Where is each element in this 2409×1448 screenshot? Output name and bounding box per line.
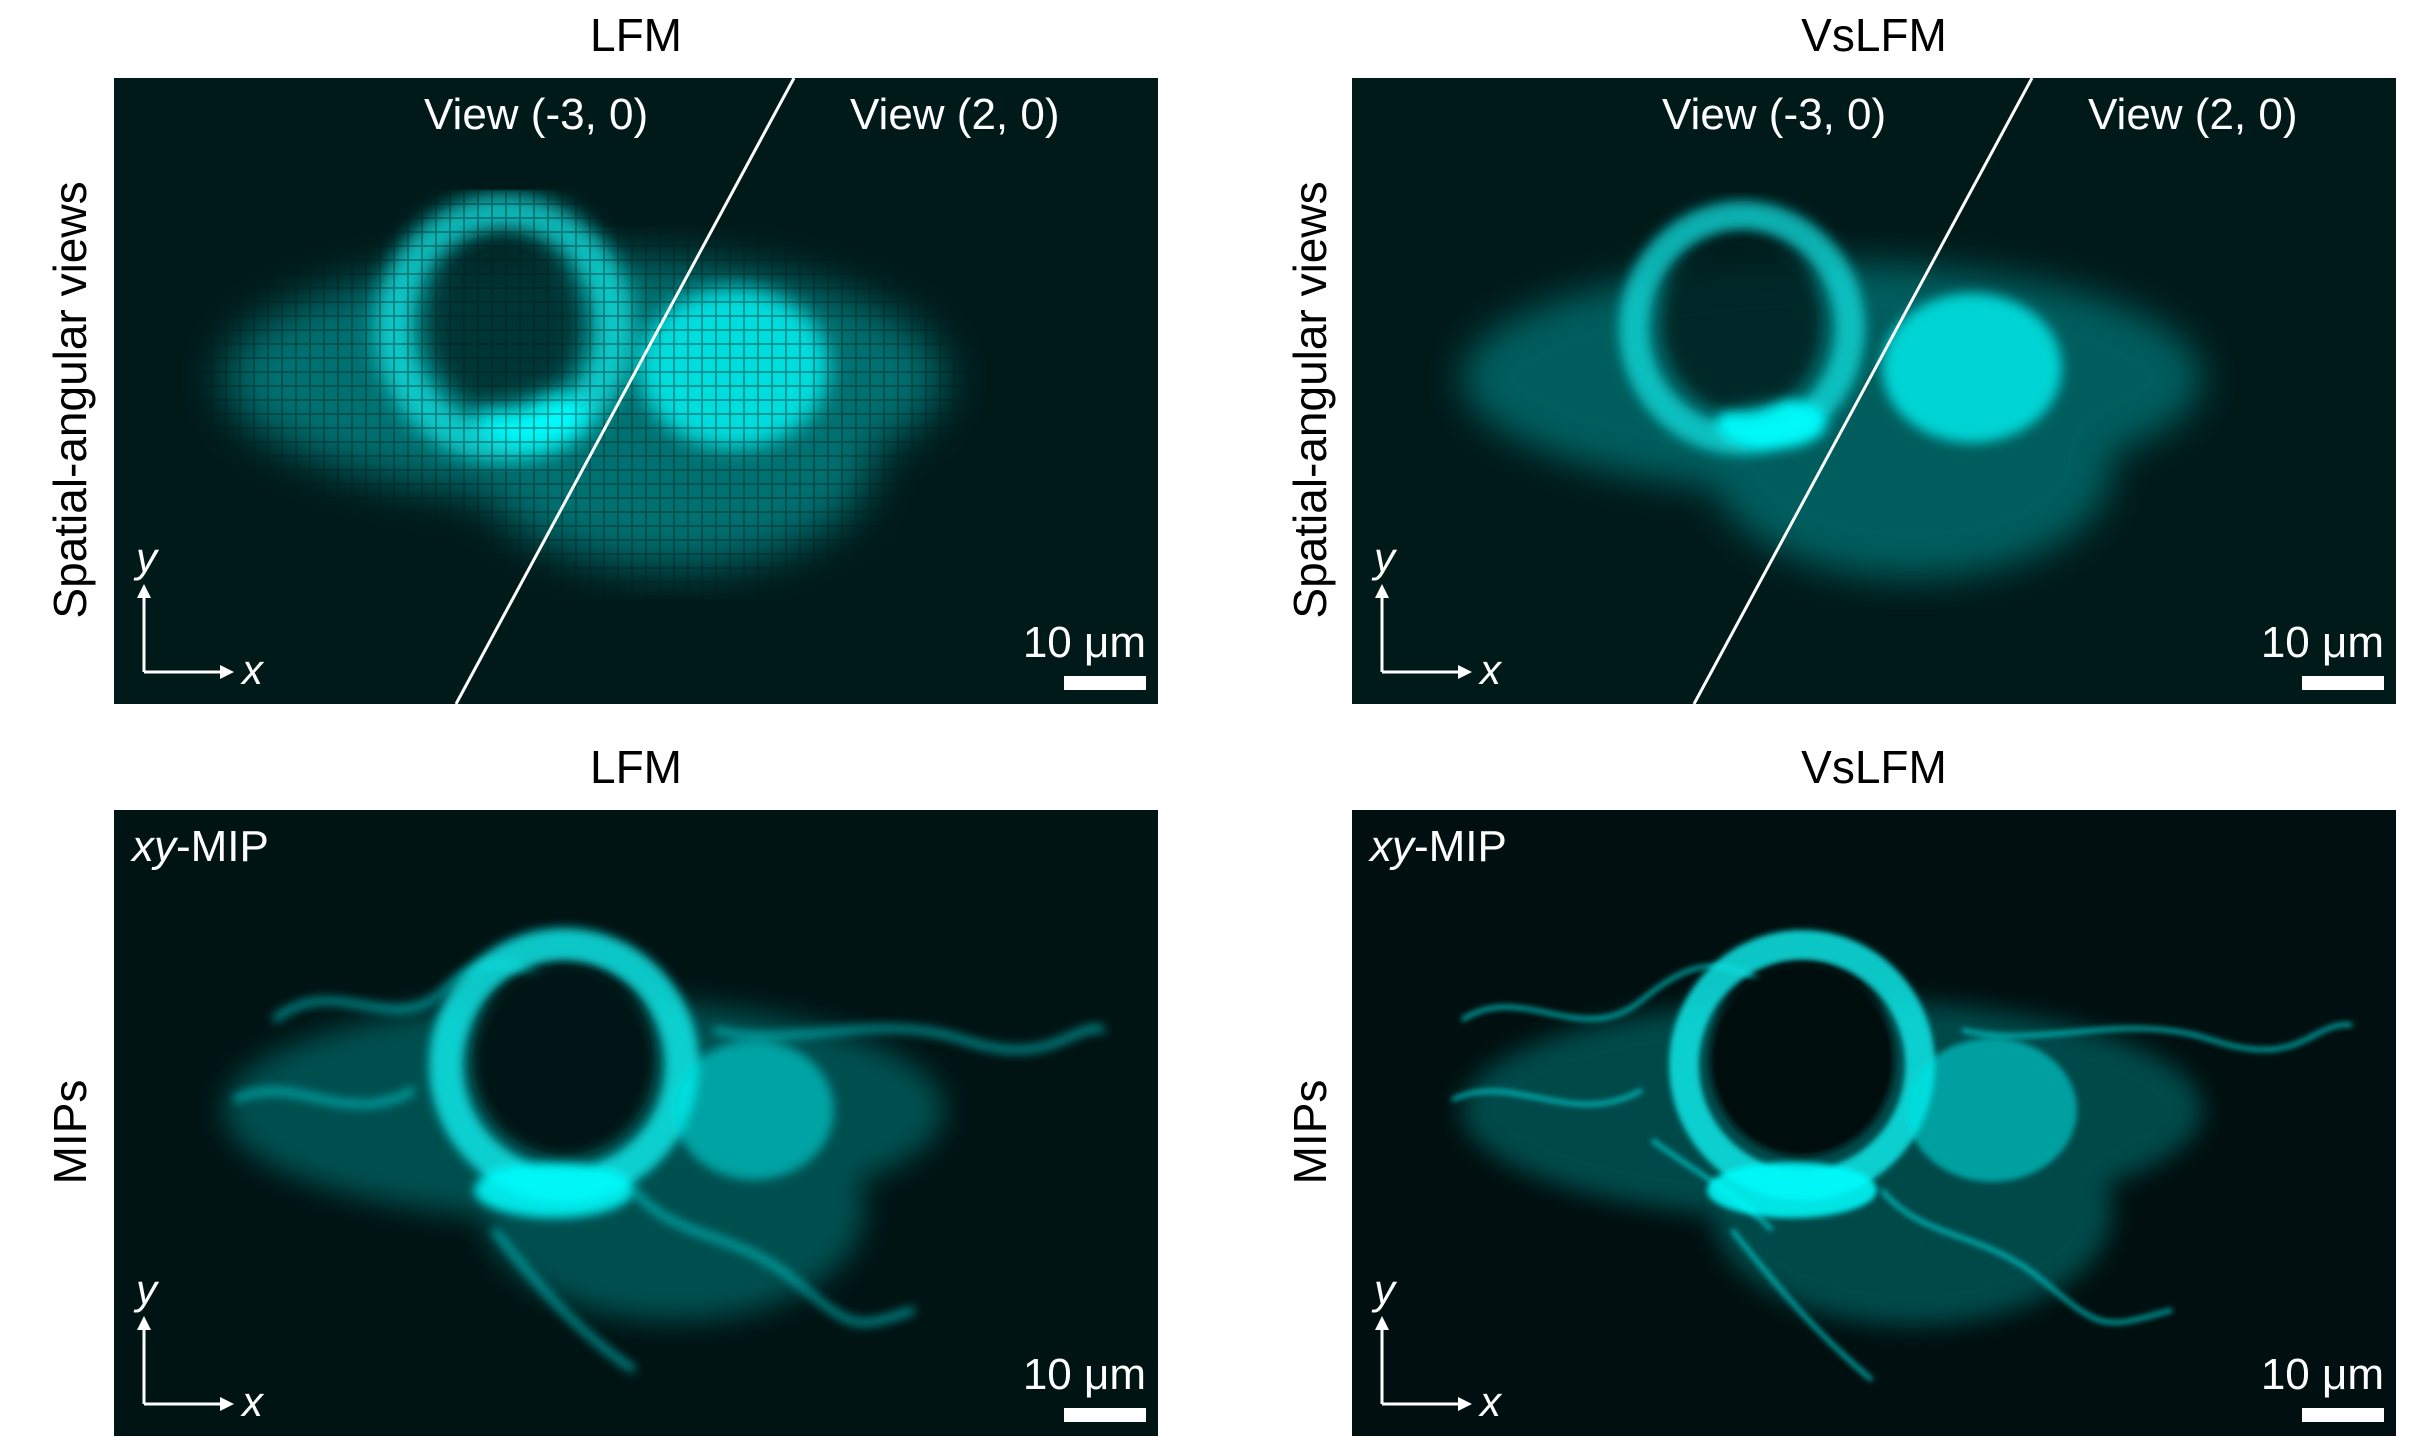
cell-image-vslfm-mip (1451, 930, 2353, 1382)
mip-label-italic: xy (1370, 822, 1414, 871)
scale-bar-line (2302, 676, 2384, 690)
row-label-spatial-angular-left: Spatial-angular views (44, 181, 96, 619)
axis-y-label: y (136, 534, 157, 581)
scale-bar-label: 10 μm (1022, 1350, 1146, 1399)
view-left-label: View (-3, 0) (1662, 90, 1887, 139)
axes-indicator: y x (1362, 534, 1512, 694)
scale-bar-label: 10 μm (2260, 1350, 2384, 1399)
axes-arrows-icon (137, 1316, 234, 1411)
scale-bar-line (1064, 676, 1146, 690)
mip-label-rest: -MIP (1414, 822, 1507, 871)
axes-indicator: y x (124, 1266, 274, 1426)
view-right-label: View (2, 0) (850, 90, 1060, 139)
axes-arrows-icon (1375, 584, 1472, 679)
panel-vslfm-views: View (-3, 0) View (2, 0) 10 μm y x (1352, 78, 2396, 704)
mip-label-rest: -MIP (176, 822, 269, 871)
axes-indicator: y x (1362, 1266, 1512, 1426)
axes-arrows-icon (137, 584, 234, 679)
scale-bar: 10 μm (2244, 618, 2384, 690)
axis-x-label: x (242, 646, 263, 693)
column-title-lfm-top: LFM (590, 9, 682, 61)
scale-bar: 10 μm (1006, 618, 1146, 690)
axis-y-label: y (1374, 1266, 1395, 1313)
panel-vslfm-mip: xy-MIP 10 μm y x (1352, 810, 2396, 1436)
column-title-vslfm-bottom: VsLFM (1801, 741, 1947, 793)
scale-bar: 10 μm (2244, 1350, 2384, 1422)
view-left-label: View (-3, 0) (424, 90, 649, 139)
axis-x-label: x (1480, 646, 1501, 693)
mip-label: xy-MIP (1370, 822, 1507, 872)
scale-bar-label: 10 μm (2260, 618, 2384, 667)
mip-label-italic: xy (132, 822, 176, 871)
axes-indicator: y x (124, 534, 274, 694)
scale-bar: 10 μm (1006, 1350, 1146, 1422)
axes-arrows-icon (1375, 1316, 1472, 1411)
view-right-label: View (2, 0) (2088, 90, 2298, 139)
scale-bar-line (1064, 1408, 1146, 1422)
row-label-spatial-angular-right: Spatial-angular views (1284, 181, 1336, 619)
panel-lfm-mip: xy-MIP 10 μm y x (114, 810, 1158, 1436)
axis-x-label: x (242, 1378, 263, 1425)
cell-image-lfm-views (114, 78, 1158, 704)
mip-label: xy-MIP (132, 822, 269, 872)
scale-bar-line (2302, 1408, 2384, 1422)
axis-y-label: y (136, 1266, 157, 1313)
scale-bar-label: 10 μm (1022, 618, 1146, 667)
view-divider-line (454, 78, 796, 704)
column-title-vslfm-top: VsLFM (1801, 9, 1947, 61)
column-title-lfm-bottom: LFM (590, 741, 682, 793)
row-label-mips-left: MIPs (44, 1079, 96, 1185)
cell-image-lfm-mip (224, 928, 1105, 1373)
cell-image-vslfm-views (1462, 78, 2202, 704)
axis-y-label: y (1374, 534, 1395, 581)
row-label-mips-right: MIPs (1284, 1079, 1336, 1185)
panel-lfm-views: View (-3, 0) View (2, 0) 10 μm y x (114, 78, 1158, 704)
axis-x-label: x (1480, 1378, 1501, 1425)
view-divider-line (1692, 78, 2034, 704)
